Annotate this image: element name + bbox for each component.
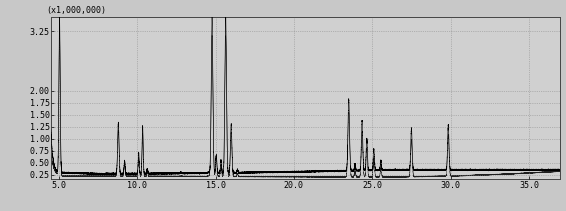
Text: (x1,000,000): (x1,000,000): [46, 6, 106, 15]
